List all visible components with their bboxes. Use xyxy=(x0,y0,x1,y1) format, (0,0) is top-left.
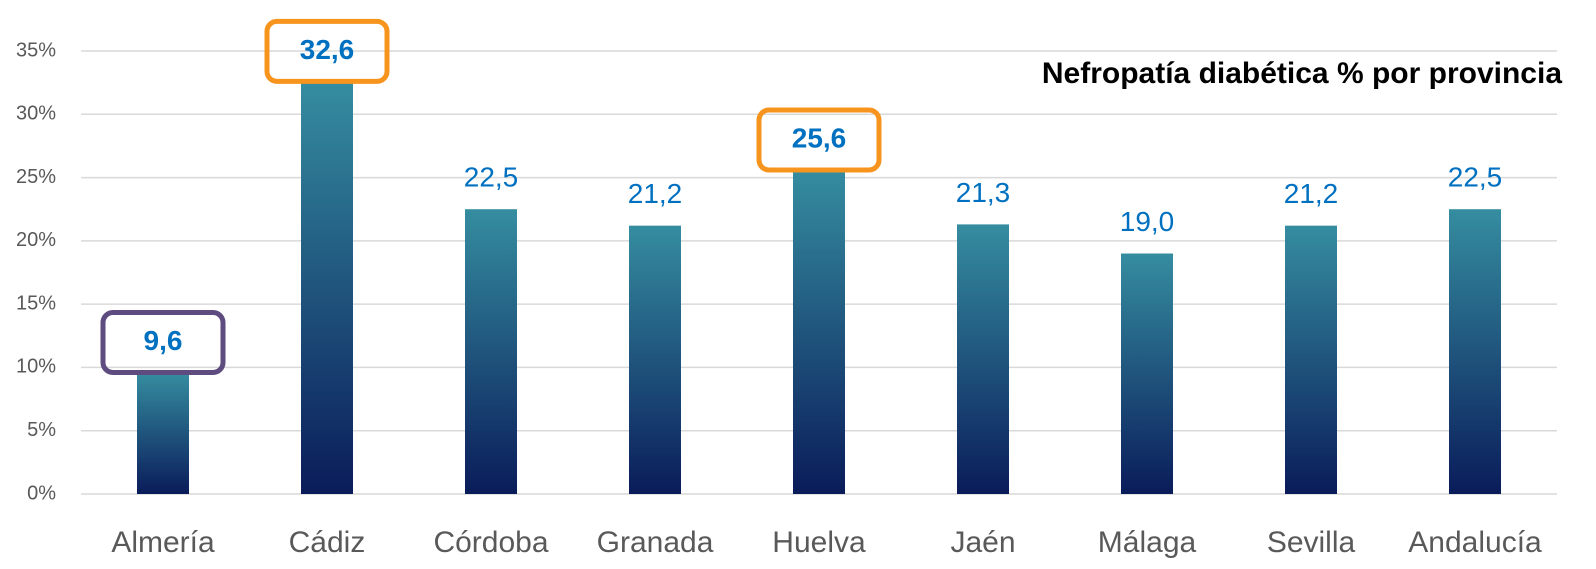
y-tick-label: 35% xyxy=(16,39,56,61)
data-label: 25,6 xyxy=(792,122,847,153)
label-box xyxy=(100,309,226,375)
x-tick-label: Cádiz xyxy=(289,526,366,559)
data-label: 22,5 xyxy=(1448,162,1503,193)
bar xyxy=(629,225,681,494)
y-tick-label: 10% xyxy=(16,356,56,378)
bar xyxy=(137,372,189,494)
bar xyxy=(465,209,517,494)
y-tick-label: 15% xyxy=(16,292,56,314)
x-tick-label: Huelva xyxy=(772,526,866,559)
data-label: 21,3 xyxy=(956,177,1011,208)
data-label: 22,5 xyxy=(464,162,519,193)
x-tick-label: Granada xyxy=(597,526,714,559)
y-tick-label: 30% xyxy=(16,103,56,125)
x-tick-label: Andalucía xyxy=(1408,526,1542,559)
x-tick-label: Málaga xyxy=(1098,526,1197,559)
y-tick-label: 20% xyxy=(16,229,56,251)
bar xyxy=(957,224,1009,494)
bar xyxy=(793,169,845,494)
y-tick-label: 5% xyxy=(27,419,56,441)
chart-title: Nefropatía diabética % por provincia xyxy=(1042,57,1562,90)
data-label: 32,6 xyxy=(300,34,355,65)
y-tick-label: 25% xyxy=(16,166,56,188)
label-box xyxy=(756,107,882,173)
bar xyxy=(301,81,353,495)
data-label: 21,2 xyxy=(628,178,683,209)
label-box xyxy=(264,18,390,84)
x-tick-label: Córdoba xyxy=(433,526,548,559)
data-label: 9,6 xyxy=(144,325,183,356)
bar xyxy=(1285,225,1337,494)
x-tick-label: Almería xyxy=(111,526,215,559)
data-label: 21,2 xyxy=(1284,178,1339,209)
y-tick-label: 0% xyxy=(27,482,56,504)
x-tick-label: Sevilla xyxy=(1267,526,1356,559)
x-tick-label: Jaén xyxy=(950,526,1015,559)
data-label: 19,0 xyxy=(1120,206,1175,237)
bar xyxy=(1121,253,1173,494)
bar xyxy=(1449,209,1501,494)
